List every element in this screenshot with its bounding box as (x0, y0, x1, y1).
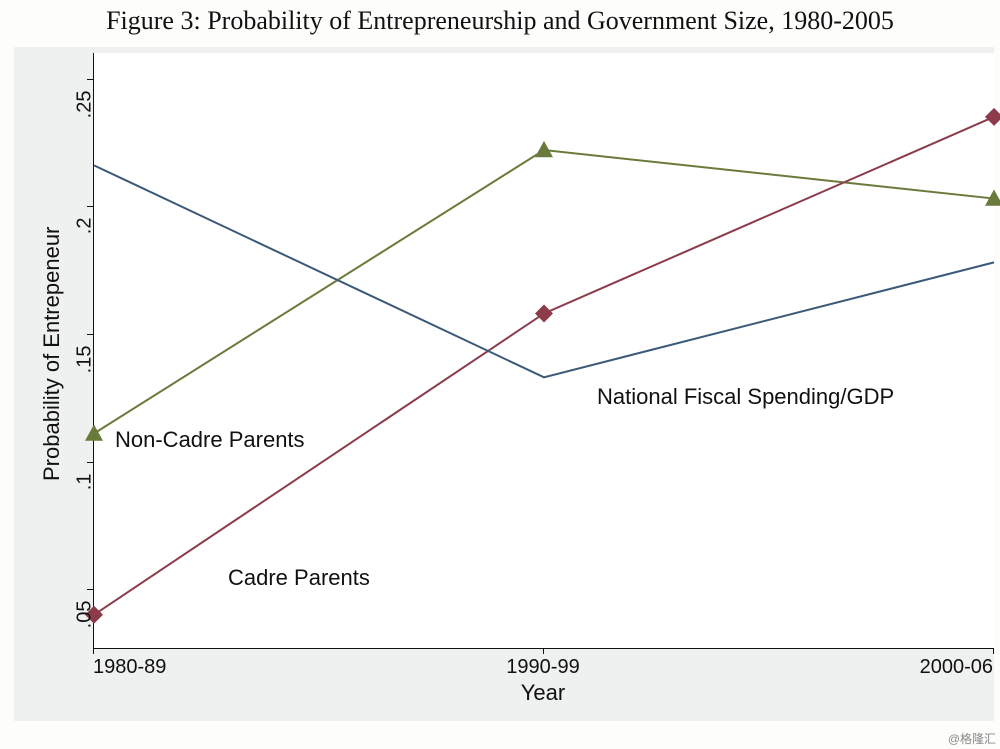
y-tick-label: .2 (74, 218, 97, 248)
series-label: Cadre Parents (228, 565, 370, 591)
y-tick-mark (87, 462, 93, 463)
x-tick-mark (543, 648, 544, 654)
x-tick-mark (93, 648, 94, 654)
y-tick-label: .1 (74, 473, 97, 503)
triangle-marker (535, 141, 553, 157)
chart-title: Figure 3: Probability of Entrepreneurshi… (0, 6, 1000, 36)
triangle-marker (85, 424, 103, 440)
y-tick-label: .25 (74, 90, 97, 120)
x-axis-label: Year (493, 680, 593, 706)
diamond-marker (985, 108, 1000, 126)
series-label: Non-Cadre Parents (115, 427, 305, 453)
series-label: National Fiscal Spending/GDP (597, 384, 894, 410)
y-tick-label: .15 (74, 345, 97, 375)
y-tick-mark (87, 79, 93, 80)
diamond-marker (535, 304, 553, 322)
x-tick-label: 1980-89 (93, 656, 213, 679)
x-tick-label: 2000-06 (873, 656, 993, 679)
x-tick-mark (993, 648, 994, 654)
series-line-national-fiscal-spending-gdp (94, 165, 994, 377)
y-tick-label: .05 (74, 601, 97, 631)
y-axis-label: Probability of Entrepeneur (39, 227, 65, 481)
plot-region: Probability of Entrepeneur Year .05 .1 .15… (14, 47, 994, 721)
y-tick-mark (87, 334, 93, 335)
figure-container: Figure 3: Probability of Entrepreneurshi… (0, 0, 1000, 749)
x-tick-label: 1990-99 (483, 656, 603, 679)
y-tick-mark (87, 589, 93, 590)
plot-svg (94, 53, 994, 648)
plot-area (93, 53, 994, 649)
y-tick-mark (87, 206, 93, 207)
watermark: @格隆汇 (948, 730, 996, 747)
series-line-cadre-parents (94, 117, 994, 615)
